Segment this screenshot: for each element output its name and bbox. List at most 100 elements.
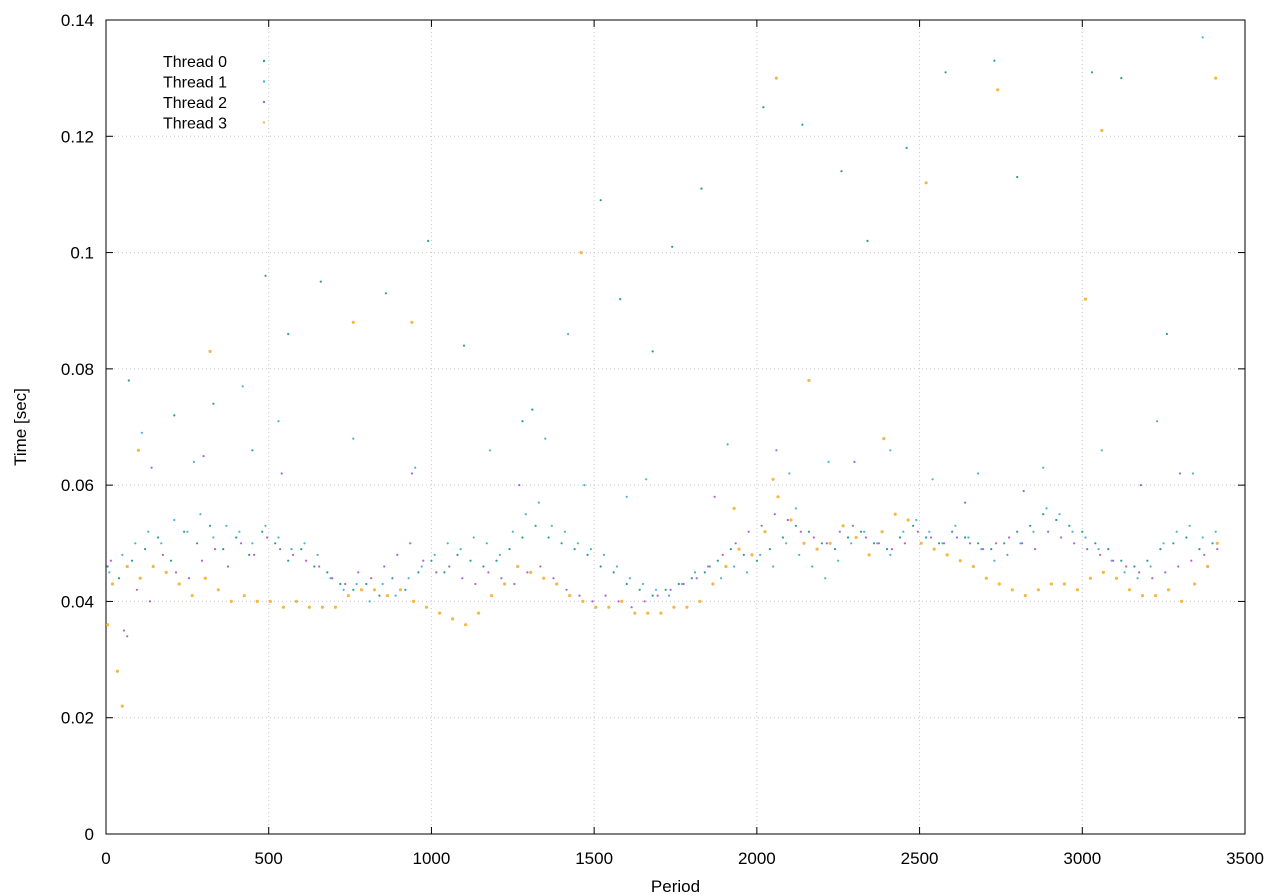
plot-frame — [105, 19, 1246, 835]
data-point — [539, 565, 542, 568]
data-point — [240, 542, 243, 545]
data-point — [235, 536, 238, 539]
data-point — [799, 530, 802, 533]
data-point — [461, 577, 464, 580]
data-point — [248, 553, 251, 557]
data-point — [612, 571, 615, 574]
data-point — [763, 530, 767, 534]
data-point — [1075, 588, 1079, 592]
data-point — [1133, 565, 1136, 568]
data-point — [490, 594, 494, 598]
data-point — [1006, 553, 1009, 557]
data-point — [277, 536, 280, 539]
data-point — [690, 577, 693, 580]
data-point — [1188, 524, 1191, 527]
data-point — [446, 542, 449, 545]
data-point — [264, 524, 267, 527]
data-point — [801, 123, 804, 126]
data-point — [531, 408, 534, 411]
data-point — [1049, 582, 1053, 586]
legend-marker — [262, 100, 266, 104]
data-point — [404, 588, 407, 591]
data-point — [1203, 553, 1206, 557]
data-point — [720, 577, 723, 580]
data-point — [1166, 588, 1171, 592]
data-point — [703, 571, 706, 574]
data-point — [469, 559, 472, 562]
data-point — [164, 570, 168, 575]
data-point — [274, 542, 277, 545]
data-point — [729, 548, 732, 551]
data-point — [313, 565, 316, 568]
data-point — [138, 576, 142, 580]
data-point — [1099, 553, 1102, 557]
data-point — [760, 524, 763, 527]
legend-label: Thread 1 — [163, 75, 227, 92]
data-point — [669, 588, 672, 591]
data-point — [906, 518, 910, 522]
data-point — [352, 588, 355, 591]
data-point — [411, 599, 416, 604]
data-point — [977, 542, 980, 545]
data-point — [109, 559, 112, 562]
data-point — [671, 245, 674, 248]
data-point — [599, 565, 602, 568]
data-point — [794, 524, 798, 527]
data-point — [882, 437, 886, 441]
data-point — [997, 582, 1001, 586]
data-point — [1198, 548, 1201, 551]
data-point — [352, 437, 355, 440]
data-point — [150, 466, 153, 469]
data-point — [355, 582, 358, 586]
data-point — [1215, 541, 1219, 545]
data-point — [620, 599, 624, 604]
data-point — [971, 564, 975, 569]
data-point — [915, 518, 918, 522]
data-point — [977, 472, 980, 475]
data-point — [905, 146, 908, 149]
data-point — [266, 536, 269, 539]
data-point — [1058, 513, 1061, 516]
data-point — [170, 559, 173, 562]
data-point — [1010, 588, 1014, 592]
data-point — [827, 460, 830, 463]
data-point — [251, 542, 254, 545]
data-point — [1214, 530, 1217, 533]
data-point — [516, 564, 520, 569]
data-point — [768, 548, 772, 551]
data-point — [931, 478, 934, 481]
data-point — [964, 536, 967, 539]
y-axis: 0 0.02 0.04 0.06 0.08 0.1 0.12 0.14 — [61, 11, 1245, 844]
data-point — [866, 239, 869, 242]
data-point — [294, 599, 298, 604]
data-point — [1019, 542, 1022, 545]
data-point — [255, 599, 259, 604]
data-point — [287, 559, 290, 562]
data-point — [594, 605, 598, 609]
legend: Thread 0 Thread 1 Thread 2 Thread 3 — [163, 54, 266, 133]
data-point — [1114, 576, 1119, 580]
data-point — [1127, 588, 1132, 592]
data-point — [1094, 542, 1097, 545]
data-point — [854, 535, 858, 540]
data-point — [755, 559, 759, 562]
data-point — [316, 553, 319, 557]
data-point — [811, 565, 814, 568]
data-point — [279, 548, 282, 551]
data-point — [1071, 530, 1074, 533]
data-point — [407, 577, 410, 580]
data-point — [1201, 36, 1204, 39]
data-point — [513, 582, 516, 586]
data-point — [1216, 548, 1219, 551]
data-point — [617, 600, 620, 603]
data-point — [305, 559, 308, 562]
data-point — [912, 524, 915, 527]
data-point — [1214, 76, 1218, 80]
data-point — [126, 635, 129, 638]
data-point — [534, 524, 537, 527]
data-point — [628, 577, 632, 580]
data-point — [202, 455, 205, 458]
x-tick-label: 2500 — [901, 849, 939, 868]
data-point — [1086, 548, 1089, 551]
data-point — [993, 559, 996, 562]
